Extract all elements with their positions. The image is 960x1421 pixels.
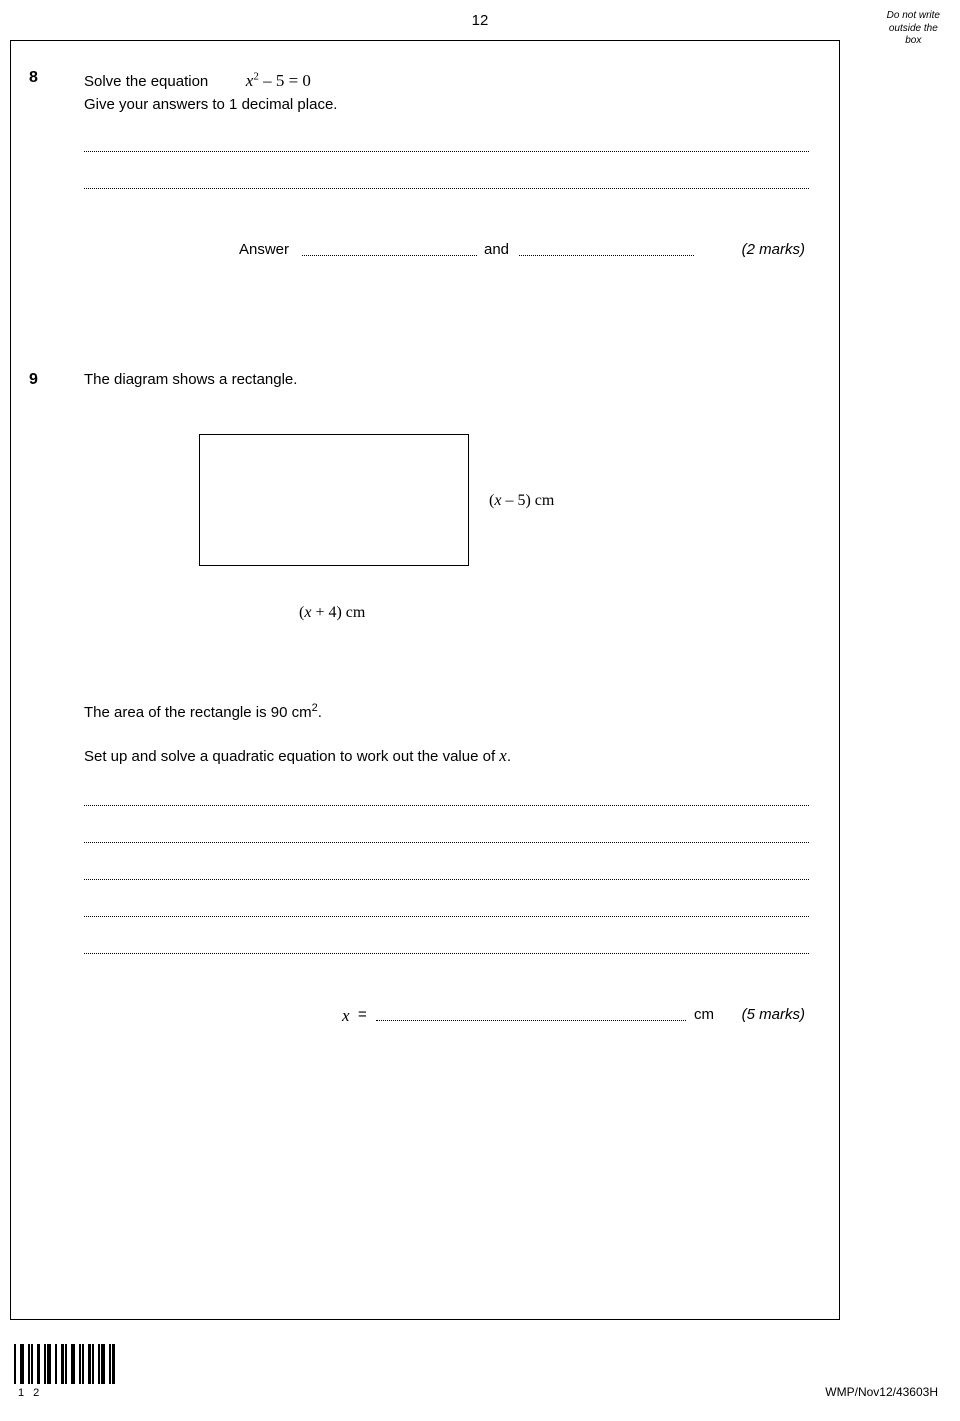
margin-line3: box: [905, 35, 921, 46]
q8-marks: (2 marks): [742, 241, 805, 258]
q8-and-label: and: [484, 241, 509, 258]
page-number: 12: [472, 12, 489, 29]
barcode-bars: [14, 1344, 115, 1384]
q9-setup-a: Set up and solve a quadratic equation to…: [84, 748, 499, 765]
q9-setup-b: .: [507, 748, 511, 765]
q8-answer-field-1[interactable]: [302, 255, 477, 256]
q8-answer-label: Answer: [239, 241, 289, 258]
q8-answer-field-2[interactable]: [519, 255, 694, 256]
q9-work-line-1[interactable]: [84, 805, 809, 806]
side-rest: – 5) cm: [501, 492, 554, 509]
q9-marks: (5 marks): [742, 1006, 805, 1023]
q9-equals: =: [358, 1006, 367, 1023]
question-9: 9 The diagram shows a rectangle. (x – 5)…: [29, 371, 809, 1028]
q8-text-b: Give your answers to 1 decimal place.: [84, 96, 337, 113]
q9-setup-text: Set up and solve a quadratic equation to…: [84, 743, 809, 769]
rectangle-width-label: (x + 4) cm: [299, 604, 365, 622]
q9-intro: The diagram shows a rectangle.: [84, 371, 809, 388]
margin-note: Do not write outside the box: [887, 10, 940, 48]
bot-rest: + 4) cm: [311, 604, 365, 621]
margin-line1: Do not write: [887, 10, 940, 21]
q9-answer-field[interactable]: [376, 1020, 686, 1021]
q9-area-b: .: [318, 704, 322, 721]
q8-number: 8: [29, 69, 38, 87]
q9-diagram: (x – 5) cm (x + 4) cm: [84, 434, 809, 664]
q8-work-line-1[interactable]: [84, 151, 809, 152]
rectangle-height-label: (x – 5) cm: [489, 492, 554, 510]
q8-answer-row: Answer and (2 marks): [84, 241, 809, 261]
q9-area-text: The area of the rectangle is 90 cm2.: [84, 700, 809, 724]
q9-work-line-5[interactable]: [84, 953, 809, 954]
rectangle-shape: [199, 434, 469, 566]
q9-work-line-2[interactable]: [84, 842, 809, 843]
q9-x-label: x: [342, 1006, 350, 1026]
margin-line2: outside the: [889, 23, 938, 34]
q9-setup-x: x: [499, 746, 507, 765]
q9-work-line-3[interactable]: [84, 879, 809, 880]
question-8: 8 Solve the equation x2 – 5 = 0 Give you…: [29, 69, 809, 261]
footer-code: WMP/Nov12/43603H: [825, 1385, 938, 1399]
q8-text-a: Solve the equation: [84, 73, 208, 90]
q9-number: 9: [29, 371, 38, 389]
main-content-box: 8 Solve the equation x2 – 5 = 0 Give you…: [10, 40, 840, 1320]
barcode: 1 2: [14, 1344, 115, 1399]
q9-cm: cm: [694, 1006, 714, 1023]
q8-equation: x2 – 5 = 0: [246, 71, 311, 90]
q9-work-line-4[interactable]: [84, 916, 809, 917]
barcode-number: 1 2: [18, 1387, 115, 1399]
q8-work-line-2[interactable]: [84, 188, 809, 189]
q9-answer-row: x = cm (5 marks): [84, 1006, 809, 1028]
q8-prompt: Solve the equation x2 – 5 = 0 Give your …: [84, 69, 809, 115]
q8-eq-rest: – 5 = 0: [259, 71, 311, 90]
q9-area-a: The area of the rectangle is 90 cm: [84, 704, 312, 721]
